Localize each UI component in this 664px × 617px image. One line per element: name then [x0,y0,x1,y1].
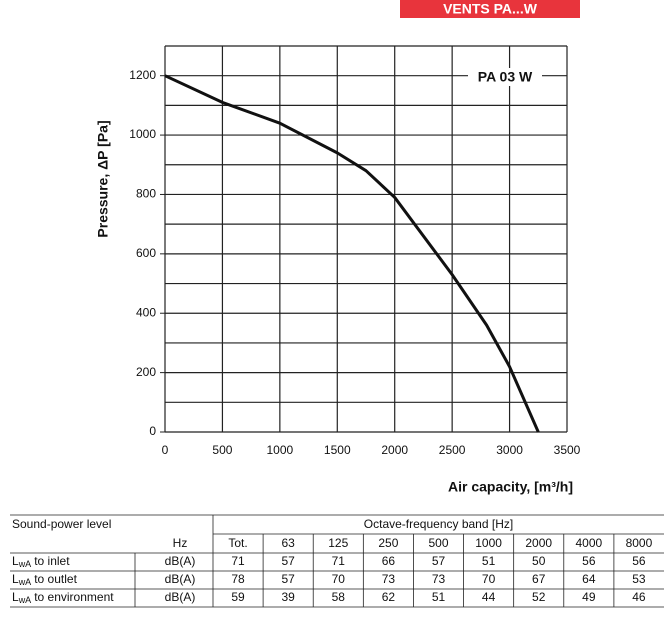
title: VENTS PA...W [443,1,538,17]
y-tick-label: 400 [136,305,156,319]
cell-value: 64 [582,572,596,586]
x-tick-label: 2500 [439,443,466,457]
column-header: 2000 [525,536,552,550]
cell-value: 67 [532,572,546,586]
cell-value: 51 [482,554,496,568]
y-tick-label: 1200 [129,68,156,82]
cell-value: 66 [382,554,396,568]
cell-value: 56 [582,554,596,568]
y-tick-label: 1000 [129,127,156,141]
y-tick-label: 800 [136,187,156,201]
cell-value: 71 [332,554,346,568]
row-label: LwA to environment [12,590,114,605]
row-sub: wA [18,577,32,587]
cell-value: 39 [281,590,295,604]
row-text: to outlet [34,572,77,586]
row-unit: dB(A) [165,572,196,586]
cell-value: 51 [432,590,446,604]
cell-value: 57 [281,572,295,586]
y-tick-label: 0 [149,424,156,438]
cell-value: 57 [281,554,295,568]
column-header: 1000 [475,536,502,550]
x-tick-label: 0 [162,443,169,457]
row-symbol: L [12,590,19,604]
column-header: 8000 [626,536,653,550]
column-header: 500 [428,536,448,550]
y-tick-label: 600 [136,246,156,260]
row-sub: wA [18,559,32,569]
cell-value: 57 [432,554,446,568]
band-title: Octave-frequency band [Hz] [364,517,513,531]
annotation-box [468,68,542,86]
column-header: 4000 [575,536,602,550]
row-symbol: L [12,572,19,586]
x-axis-label: Air capacity, [m³/h] [448,479,573,495]
row-text: to environment [34,590,114,604]
title-banner [400,0,580,18]
column-header: 63 [281,536,295,550]
annotation: PA 03 W [478,69,533,85]
cell-value: 73 [382,572,396,586]
cell-value: 53 [632,572,646,586]
x-tick-label: 3500 [554,443,581,457]
x-tick-label: 1500 [324,443,351,457]
table-title: Sound-power level [12,517,111,531]
cell-value: 46 [632,590,646,604]
cell-value: 44 [482,590,496,604]
x-tick-label: 500 [212,443,232,457]
x-tick-label: 1000 [267,443,294,457]
cell-value: 56 [632,554,646,568]
row-unit: dB(A) [165,590,196,604]
hz-label: Hz [173,536,188,550]
cell-value: 52 [532,590,546,604]
row-label: LwA to inlet [12,554,70,569]
row-label: LwA to outlet [12,572,78,587]
cell-value: 78 [231,572,245,586]
x-tick-label: 2000 [381,443,408,457]
cell-value: 73 [432,572,446,586]
row-sub: wA [18,595,32,605]
column-header: Tot. [228,536,247,550]
row-symbol: L [12,554,19,568]
x-tick-label: 3000 [496,443,523,457]
cell-value: 71 [231,554,245,568]
row-unit: dB(A) [165,554,196,568]
cell-value: 70 [332,572,346,586]
column-header: 125 [328,536,348,550]
cell-value: 70 [482,572,496,586]
row-text: to inlet [34,554,70,568]
cell-value: 59 [231,590,245,604]
cell-value: 50 [532,554,546,568]
y-axis-label: Pressure, ΔP [Pa] [95,120,111,237]
cell-value: 58 [332,590,346,604]
cell-value: 62 [382,590,396,604]
pressure-curve [164,74,540,433]
column-header: 250 [378,536,398,550]
y-tick-label: 200 [136,365,156,379]
cell-value: 49 [582,590,596,604]
